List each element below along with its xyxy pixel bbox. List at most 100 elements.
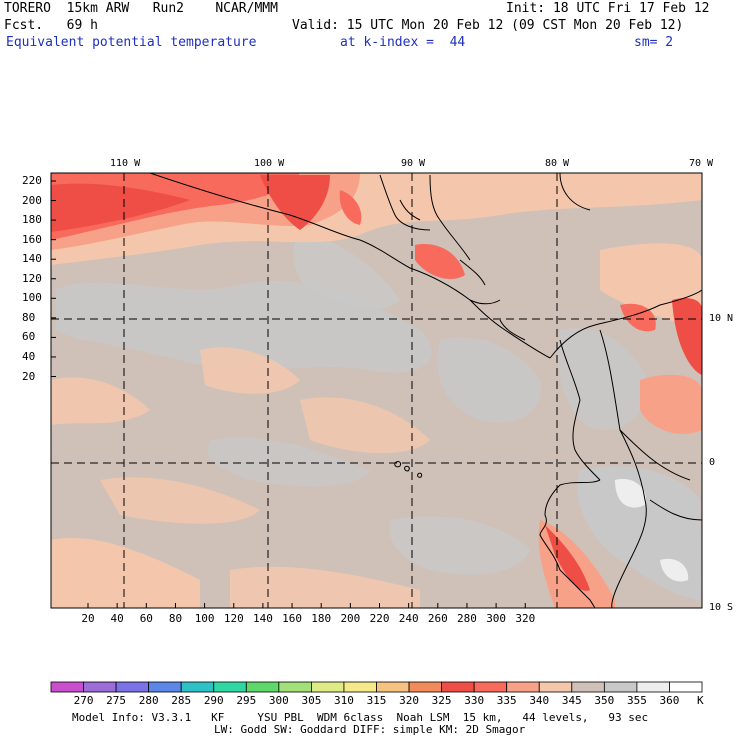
colorbar-swatch: [636, 681, 670, 693]
colorbar-swatch: [115, 681, 150, 693]
colorbar-label: 280: [138, 694, 159, 707]
colorbar-unit: K: [697, 694, 704, 707]
colorbar-label: 290: [203, 694, 224, 707]
y-tick-label: 60: [22, 330, 36, 344]
forecast-hour: Fcst. 69 h: [4, 18, 98, 33]
coolest-zone: [660, 558, 689, 582]
coolest-zone: [615, 479, 646, 508]
colorbar-label: 325: [431, 694, 452, 707]
colorbar-label: 315: [366, 694, 387, 707]
x-tick-label: 80: [168, 612, 183, 625]
hottest-zone: [545, 525, 590, 591]
axis-ticks: [51, 180, 526, 608]
cool-zone: [389, 516, 530, 575]
y-tick-label: 40: [22, 349, 36, 363]
field-name: Equivalent potential temperature: [6, 35, 257, 50]
x-tick-label: 260: [427, 612, 448, 625]
x-tick-label: 40: [110, 612, 124, 625]
lat-label-10s: 10 S: [709, 602, 734, 613]
x-tick-label: 60: [139, 612, 153, 625]
colorbar-swatch: [50, 681, 84, 693]
colorbar-label: 295: [236, 694, 257, 707]
colorbar-swatch: [310, 681, 345, 693]
model-physics: LW: Godd SW: Goddard DIFF: simple KM: 2D…: [214, 723, 526, 736]
y-tick-label: 140: [22, 252, 42, 266]
x-tick-label: 240: [398, 612, 419, 625]
valid-time: Valid: 15 UTC Mon 20 Feb 12 (09 CST Mon …: [292, 18, 684, 33]
x-tick-label: 20: [81, 612, 95, 625]
x-tick-label: 120: [223, 612, 244, 625]
colorbar-label: 270: [73, 694, 94, 707]
colorbar-swatch: [538, 681, 573, 693]
y-tick-label: 80: [22, 310, 36, 324]
cool-zone: [207, 437, 370, 487]
warm-zone: [300, 397, 430, 454]
plot-frame: [50, 172, 703, 609]
colorbar-swatch: [603, 681, 638, 693]
x-tick-label: 280: [457, 612, 477, 625]
x-tick-label: 140: [253, 612, 273, 625]
colorbar-swatch: [83, 681, 117, 693]
colorbar-swatch: [376, 681, 410, 693]
cool-zone: [437, 337, 541, 423]
lon-label-100w: 100 W: [254, 158, 285, 169]
hottest-zone: [260, 175, 330, 230]
graticule: [51, 173, 702, 608]
colorbar-label: 275: [106, 694, 127, 707]
colorbar-swatch: [278, 681, 312, 693]
lat-label-equator: 0: [709, 457, 716, 468]
y-tick-label: 20: [22, 369, 36, 383]
x-tick-label: 160: [282, 612, 303, 625]
colorbar-label: 350: [594, 694, 615, 707]
colorbar-label: 355: [626, 694, 647, 707]
colorbar-label: 300: [268, 694, 289, 707]
smoothing-value: sm= 2: [634, 35, 674, 50]
colorbar-swatch: [506, 681, 540, 693]
colorbar-swatch: [213, 681, 247, 693]
colorbar-swatch: [473, 681, 508, 693]
colorbar-swatch: [245, 681, 280, 693]
colorbar-swatch: [441, 681, 475, 693]
hotter-zone: [415, 244, 465, 280]
x-tick-label: 300: [486, 612, 507, 625]
colorbar-label: 310: [334, 694, 354, 707]
model-info: Model Info: V3.3.1 KF YSU PBL WDM 6class…: [72, 711, 649, 724]
warm-zone: [230, 566, 420, 608]
lon-label-90w: 90 W: [401, 158, 426, 169]
colorbar-swatch: [343, 681, 377, 693]
cool-zone: [558, 328, 650, 430]
colorbar-label: 330: [464, 694, 485, 707]
y-tick-label: 200: [22, 193, 42, 207]
y-tick-label: 100: [22, 291, 42, 305]
cool-zone: [293, 230, 400, 309]
vertical-level: at k-index = 44: [340, 35, 466, 50]
lon-label-70w: 70 W: [689, 158, 714, 169]
coastlines: [149, 173, 702, 608]
cool-zone: [55, 281, 432, 373]
colorbar-label: 360: [659, 694, 680, 707]
x-tick-label: 180: [311, 612, 332, 625]
y-tick-label: 120: [22, 271, 42, 285]
hottest-zone: [672, 298, 702, 375]
colorbar-label: 345: [561, 694, 582, 707]
colorbar: [50, 681, 703, 693]
hotter-zone: [339, 190, 362, 225]
colorbar-label: 335: [496, 694, 517, 707]
theta-e-field: [51, 173, 702, 608]
x-tick-label: 100: [194, 612, 215, 625]
colorbar-label: 340: [529, 694, 550, 707]
colorbar-swatch: [180, 681, 215, 693]
hot-zone: [640, 374, 702, 434]
x-tick-label: 220: [369, 612, 390, 625]
colorbar-swatch: [669, 681, 703, 693]
x-tick-label: 320: [515, 612, 536, 625]
lon-label-110w: 110 W: [110, 158, 141, 169]
colorbar-swatch: [148, 681, 182, 693]
warm-zone: [51, 377, 150, 425]
colorbar-swatch: [571, 681, 605, 693]
colorbar-label: 305: [301, 694, 322, 707]
y-tick-label: 180: [22, 213, 42, 227]
init-time: Init: 18 UTC Fri 17 Feb 12: [506, 1, 710, 16]
colorbar-label: 320: [399, 694, 419, 707]
